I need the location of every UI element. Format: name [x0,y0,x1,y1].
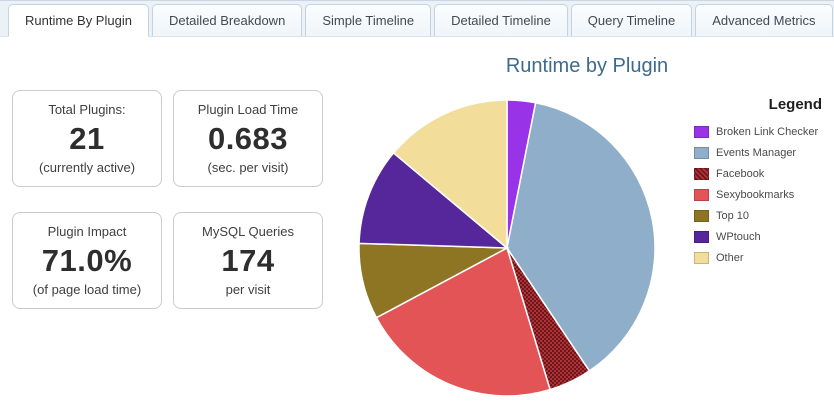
stat-value: 0.683 [207,121,289,156]
pie-chart [358,99,656,397]
stat-value: 21 [69,121,105,156]
pie-slice-events-manager[interactable] [506,101,656,372]
stat-mysql-queries: MySQL Queries 174 per visit [173,212,323,309]
stat-sub: (of page load time) [32,282,142,297]
legend-title: Legend [768,96,822,113]
stat-label: MySQL Queries [202,224,294,239]
chart-title: Runtime by Plugin [505,55,669,77]
legend-swatch-icon [694,167,709,180]
legend-item: Top 10 [694,205,830,226]
legend-swatch-icon [694,209,709,222]
legend-item: Events Manager [694,142,830,163]
tab-advanced-metrics[interactable]: Advanced Metrics [695,4,833,37]
stat-value: 71.0% [41,243,133,278]
legend-label: Sexybookmarks [716,188,795,201]
stat-value: 174 [221,243,275,278]
stat-sub: (currently active) [38,160,136,175]
legend-item: Facebook [694,163,830,184]
legend-swatch-icon [694,146,709,159]
legend-swatch-icon [694,188,709,201]
stat-label: Plugin Load Time [197,102,299,117]
legend-item: WPtouch [694,226,830,247]
stat-boxes: Total Plugins: 21 (currently active) Plu… [12,90,323,309]
stat-sub: (sec. per visit) [207,160,289,175]
legend-label: Facebook [716,167,765,180]
chart-legend: Legend Broken Link Checker Events Manage… [694,96,830,268]
stat-label: Total Plugins: [48,102,126,117]
legend-item: Other [694,247,830,268]
pie-slice-wptouch[interactable] [358,151,510,249]
legend-swatch-icon [694,125,709,138]
stat-plugin-impact: Plugin Impact 71.0% (of page load time) [12,212,162,309]
stat-label: Plugin Impact [47,224,127,239]
tab-detailed-breakdown[interactable]: Detailed Breakdown [151,4,303,37]
legend-label: Events Manager [716,146,797,159]
legend-label: Top 10 [716,209,750,222]
stat-total-plugins: Total Plugins: 21 (currently active) [12,90,162,187]
pie-slice-sexybookmarks[interactable] [375,246,552,397]
stat-plugin-load-time: Plugin Load Time 0.683 (sec. per visit) [173,90,323,187]
tab-detailed-timeline[interactable]: Detailed Timeline [434,4,568,37]
tab-query-timeline[interactable]: Query Timeline [570,4,693,37]
legend-swatch-icon [694,230,709,243]
legend-label: WPtouch [716,230,761,243]
pie-slice-other[interactable] [392,99,508,250]
legend-label: Broken Link Checker [716,125,819,138]
tab-runtime-by-plugin[interactable]: Runtime By Plugin [8,4,149,37]
legend-item: Sexybookmarks [694,184,830,205]
stat-sub: per visit [225,282,271,297]
legend-item: Broken Link Checker [694,121,830,142]
tab-simple-timeline[interactable]: Simple Timeline [305,4,432,37]
legend-swatch-icon [694,251,709,264]
tab-bar: Runtime By Plugin Detailed Breakdown Sim… [0,0,834,37]
legend-label: Other [716,251,744,264]
